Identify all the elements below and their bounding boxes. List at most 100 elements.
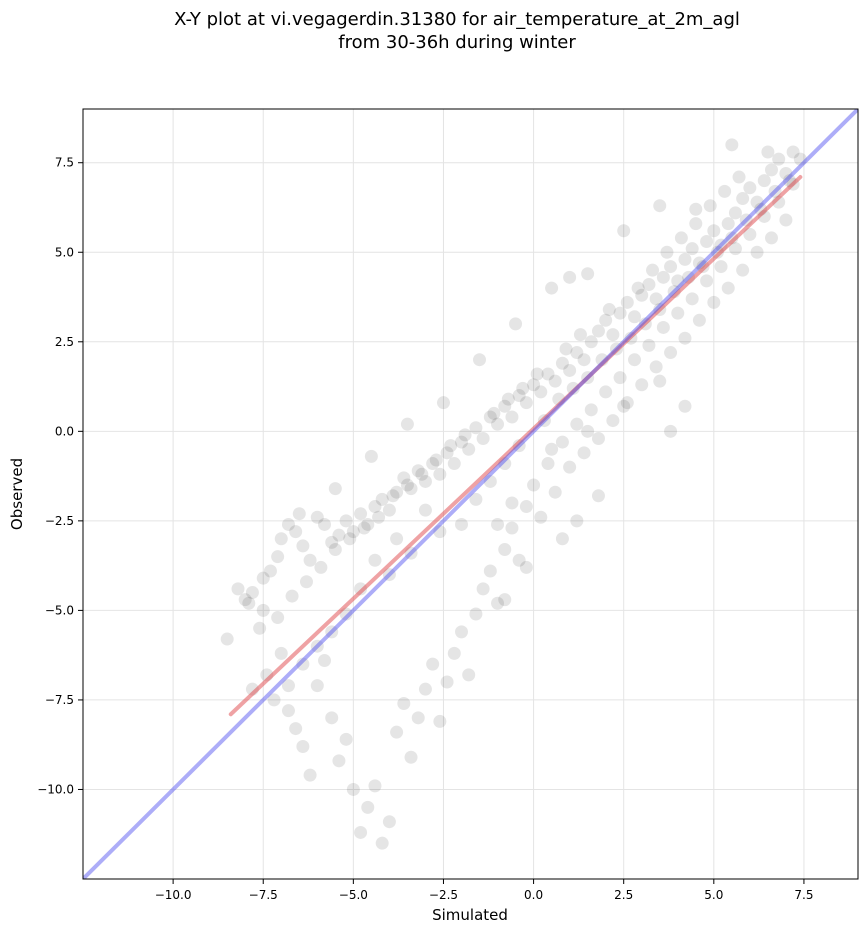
scatter-point <box>415 467 429 481</box>
scatter-point <box>772 152 786 166</box>
scatter-point <box>548 485 562 499</box>
scatter-point <box>570 417 584 431</box>
scatter-point <box>570 514 584 528</box>
scatter-point <box>710 245 724 259</box>
scatter-point <box>256 603 270 617</box>
scatter-point <box>429 453 443 467</box>
scatter-point <box>491 417 505 431</box>
scatter-point <box>325 535 339 549</box>
scatter-point <box>707 295 721 309</box>
scatter-point <box>498 543 512 557</box>
scatter-point <box>339 514 353 528</box>
scatter-point <box>674 231 688 245</box>
scatter-point <box>263 564 277 578</box>
scatter-point <box>386 489 400 503</box>
scatter-point <box>613 306 627 320</box>
y-tick-label: 2.5 <box>55 335 74 349</box>
scatter-point <box>462 442 476 456</box>
scatter-point <box>397 697 411 711</box>
scatter-point <box>591 431 605 445</box>
scatter-point <box>267 693 281 707</box>
scatter-point <box>555 532 569 546</box>
scatter-point <box>545 442 559 456</box>
scatter-point <box>685 292 699 306</box>
scatter-point <box>271 611 285 625</box>
scatter-point <box>649 360 663 374</box>
scatter-point <box>469 492 483 506</box>
scatter-point <box>274 532 288 546</box>
scatter-point <box>606 414 620 428</box>
scatter-point <box>721 217 735 231</box>
scatter-point <box>368 553 382 567</box>
scatter-point <box>332 754 346 768</box>
scatter-point <box>764 231 778 245</box>
x-axis-label: Simulated <box>432 906 508 924</box>
scatter-point <box>346 782 360 796</box>
scatter-point <box>613 371 627 385</box>
scatter-point <box>382 568 396 582</box>
scatter-point <box>292 507 306 521</box>
scatter-point <box>318 654 332 668</box>
scatter-point <box>793 152 807 166</box>
scatter-point <box>357 521 371 535</box>
scatter-point <box>527 378 541 392</box>
scatter-point <box>584 403 598 417</box>
grid <box>83 109 858 879</box>
scatter-point <box>498 593 512 607</box>
scatter-point <box>581 424 595 438</box>
scatter-point <box>231 582 245 596</box>
scatter-point <box>606 328 620 342</box>
scatter-point <box>768 184 782 198</box>
scatter-point <box>646 263 660 277</box>
scatter-point <box>483 564 497 578</box>
scatter-point <box>505 410 519 424</box>
plot-area <box>83 109 858 879</box>
scatter-point <box>671 306 685 320</box>
scatter-point <box>530 367 544 381</box>
scatter-point <box>570 346 584 360</box>
scatter-point <box>426 657 440 671</box>
y-tick-label: −5.0 <box>45 603 74 617</box>
x-tick-label: 5.0 <box>704 888 723 902</box>
scatter-point <box>454 435 468 449</box>
scatter-point <box>750 195 764 209</box>
scatter-point <box>689 217 703 231</box>
regression-line <box>228 175 803 717</box>
scatter-point <box>599 313 613 327</box>
scatter-point <box>339 732 353 746</box>
scatter-point <box>390 725 404 739</box>
scatter-point <box>736 263 750 277</box>
scatter-point <box>649 292 663 306</box>
scatter-point <box>545 281 559 295</box>
scatter-point <box>487 406 501 420</box>
scatter-point <box>653 199 667 213</box>
scatter-point <box>555 435 569 449</box>
scatter-point <box>548 374 562 388</box>
scatter-point <box>433 525 447 539</box>
scatter-point <box>617 224 631 238</box>
scatter-point <box>253 621 267 635</box>
scatter-point <box>591 324 605 338</box>
y-tick-label: 7.5 <box>55 156 74 170</box>
x-tick-label: 2.5 <box>614 888 633 902</box>
scatter-point <box>678 252 692 266</box>
scatter-point <box>509 317 523 331</box>
scatter-point <box>238 593 252 607</box>
scatter-point <box>714 260 728 274</box>
scatter-point <box>296 739 310 753</box>
scatter-point <box>318 517 332 531</box>
scatter-point <box>274 646 288 660</box>
scatter-point <box>786 145 800 159</box>
scatter-point <box>397 471 411 485</box>
scatter-point <box>436 396 450 410</box>
scatter-point <box>620 295 634 309</box>
plot-frame <box>82 108 859 880</box>
scatter-point <box>299 575 313 589</box>
scatter-point <box>519 500 533 514</box>
scatter-point <box>779 166 793 180</box>
scatter-point <box>382 815 396 829</box>
chart-title-line1: X-Y plot at vi.vegagerdin.31380 for air_… <box>174 9 740 30</box>
scatter-point <box>757 174 771 188</box>
scatter-point <box>476 431 490 445</box>
